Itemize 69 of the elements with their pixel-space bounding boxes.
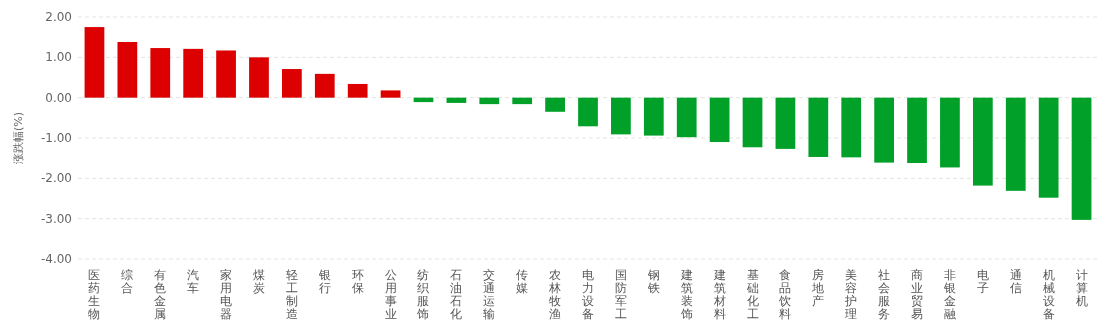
bar xyxy=(1071,97,1092,220)
bar xyxy=(479,97,500,105)
x-tick-label: 家用电器 xyxy=(220,268,233,321)
x-tick-label: 有色金属 xyxy=(154,268,167,321)
x-tick-label: 石油石化 xyxy=(450,268,463,321)
bar xyxy=(1005,97,1026,191)
y-tick-label: -2.00 xyxy=(40,171,72,186)
x-tick-label: 银行 xyxy=(317,268,331,295)
bar xyxy=(150,48,171,98)
x-tick-label: 机械设备 xyxy=(1042,268,1055,321)
y-tick-label: -1.00 xyxy=(40,131,72,145)
bar xyxy=(216,50,236,98)
x-tick-label: 建筑装饰 xyxy=(679,268,693,321)
y-tick-label: 1.00 xyxy=(45,50,72,65)
bar xyxy=(775,97,796,149)
bar xyxy=(249,57,269,98)
bar xyxy=(1038,97,1059,198)
x-tick-label: 农林牧渔 xyxy=(548,268,562,321)
x-tick-label: 医药生物 xyxy=(88,268,101,321)
bar xyxy=(611,97,631,135)
x-tick-label: 商业贸易 xyxy=(911,268,924,321)
bar xyxy=(512,97,533,105)
y-axis-title: 涨跌幅(%) xyxy=(12,111,25,165)
x-tick-label: 美容护理 xyxy=(844,268,858,321)
x-tick-label: 传媒 xyxy=(516,268,529,295)
bar xyxy=(874,97,894,163)
x-tick-label: 基础化工 xyxy=(745,268,759,321)
x-tick-label: 非银金融 xyxy=(942,268,956,321)
bar xyxy=(282,69,302,98)
bar xyxy=(578,97,598,127)
x-tick-label: 综合 xyxy=(121,268,134,295)
bar xyxy=(709,97,730,143)
bar xyxy=(742,97,763,148)
bar xyxy=(314,73,335,98)
bar xyxy=(841,97,862,158)
x-tick-label: 建筑材料 xyxy=(712,268,726,321)
bar xyxy=(446,97,467,103)
x-tick-label: 电子 xyxy=(976,268,989,295)
x-tick-label: 汽车 xyxy=(187,268,200,295)
bar xyxy=(676,97,697,138)
bar xyxy=(117,42,138,98)
bar xyxy=(907,97,927,164)
x-tick-label: 电力设备 xyxy=(582,268,594,321)
y-tick-label: -4.00 xyxy=(40,252,72,266)
x-tick-label: 国防军工 xyxy=(614,268,627,321)
x-tick-label: 公用事业 xyxy=(384,268,397,321)
y-tick-label: 2.00 xyxy=(45,10,72,24)
x-tick-label: 交通运输 xyxy=(483,268,496,321)
x-tick-label: 房地产 xyxy=(811,268,825,308)
x-tick-label: 纺织服饰 xyxy=(416,268,430,321)
x-tick-label: 通信 xyxy=(1009,268,1022,295)
bar xyxy=(643,97,664,136)
y-tick-label: -3.00 xyxy=(40,211,72,226)
bar xyxy=(183,48,204,98)
bar xyxy=(380,90,401,98)
bar xyxy=(84,27,105,98)
x-tick-label: 轻工制造 xyxy=(285,268,298,321)
x-tick-label: 钢铁 xyxy=(646,268,660,295)
bar xyxy=(545,97,565,112)
bar xyxy=(347,83,368,98)
x-tick-label: 食品饮料 xyxy=(778,268,792,321)
x-tick-label: 计算机 xyxy=(1075,268,1088,308)
bar xyxy=(808,97,829,157)
x-tick-label: 煤炭 xyxy=(252,268,265,295)
y-tick-label: 0.00 xyxy=(45,90,72,105)
x-tick-label: 社会服务 xyxy=(878,268,891,321)
bar xyxy=(972,97,993,186)
x-tick-label: 环保 xyxy=(351,268,364,295)
bar xyxy=(940,97,960,168)
